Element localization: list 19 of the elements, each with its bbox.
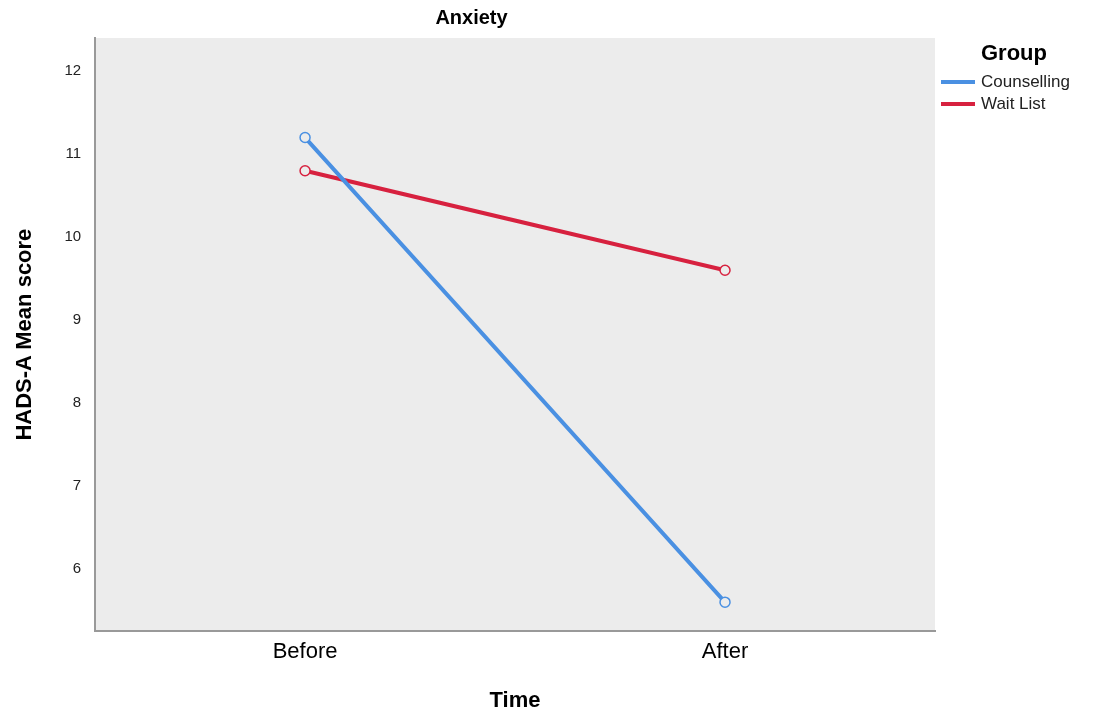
y-tick-label: 9 xyxy=(72,310,82,328)
point xyxy=(719,264,731,277)
y-tick-label: 12 xyxy=(64,61,82,79)
point xyxy=(299,164,311,177)
x-tick-label: Before xyxy=(272,638,338,664)
y-tick-label: 7 xyxy=(72,476,82,494)
x-tick-label: After xyxy=(701,638,749,664)
y-axis-title: HADS-A Mean score xyxy=(11,228,37,441)
y-tick-label: 6 xyxy=(72,559,82,577)
point xyxy=(299,131,311,144)
legend-label: Wait List xyxy=(981,93,1046,113)
y-tick-label: 8 xyxy=(72,393,82,411)
y-tick-label: 10 xyxy=(64,227,82,245)
y-tick-label: 11 xyxy=(65,144,82,162)
x-axis-title: Time xyxy=(489,686,541,712)
point xyxy=(719,596,731,608)
legend-title: Group xyxy=(981,40,1047,66)
legend-label: Counselling xyxy=(981,71,1070,91)
chart-title: Anxiety xyxy=(435,5,509,28)
